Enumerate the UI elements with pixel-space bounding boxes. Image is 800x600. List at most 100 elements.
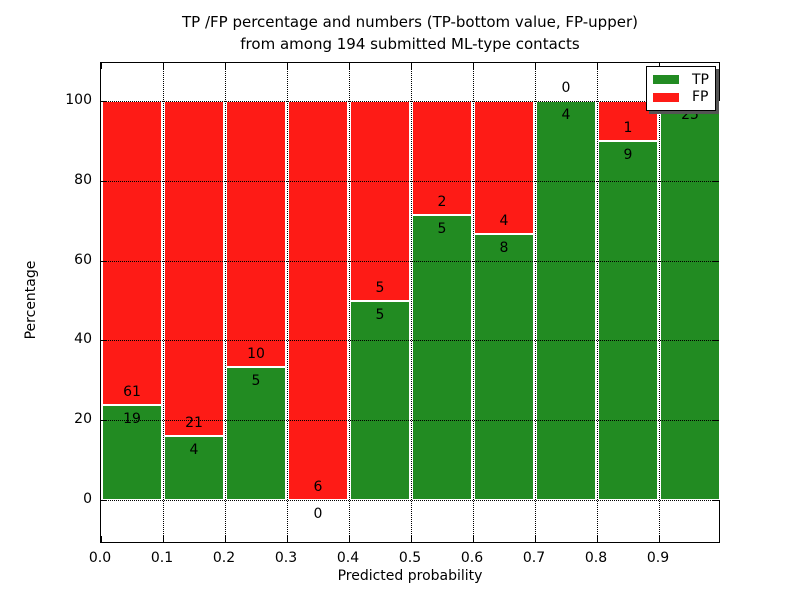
x-tick-label: 0.6 [460,550,484,566]
y-tick-mark [713,420,719,422]
x-tick-label: 0.0 [88,550,112,566]
bar-label-fp: 2 [437,194,447,210]
legend-label: FP [692,89,709,106]
x-tick-label: 0.3 [274,550,298,566]
y-gridline [101,180,719,182]
x-gridline [597,63,598,542]
x-tick-mark [473,63,474,69]
y-tick-label: 0 [83,491,92,507]
y-tick-label: 60 [74,251,92,268]
x-tick-mark [225,63,226,69]
x-gridline [535,63,536,542]
x-tick-label: 0.7 [522,550,546,566]
bar-label-tp: 8 [499,240,509,256]
x-tick-mark [163,536,164,542]
bar-segment-tp [226,367,286,500]
legend-swatch-tp [653,75,679,85]
x-tick-mark [411,536,412,542]
x-tick-mark [597,63,598,69]
bar-label-tp: 5 [251,373,261,389]
y-tick-mark [713,180,719,182]
bar-segment-fp [102,101,162,406]
bar-segment-tp [164,436,224,500]
y-tick-mark [101,340,107,342]
x-tick-mark [535,63,536,69]
x-tick-mark [473,536,474,542]
bar-label-fp: 21 [185,415,203,432]
bar-label-tp: 19 [123,411,141,428]
x-tick-label: 0.5 [398,550,422,566]
bar-label-fp: 0 [561,80,571,96]
y-tick-mark [101,500,107,501]
y-tick-label: 40 [74,331,92,348]
x-tick-mark [411,63,412,69]
y-tick-label: 100 [65,92,92,108]
x-gridline [163,63,164,542]
bar-label-tp: 0 [313,506,323,522]
bar-label-fp: 61 [123,384,141,401]
bar-segment-tp [660,101,720,500]
x-tick-mark [535,536,536,542]
chart-title-line1: TP /FP percentage and numbers (TP-bottom… [182,13,638,31]
bar-segment-fp [412,101,472,215]
y-tick-mark [101,260,107,262]
y-tick-mark [713,500,719,501]
y-gridline [101,500,719,501]
legend: TP FP [646,66,716,111]
bar-label-fp: 4 [499,213,509,229]
x-gridline [349,63,350,542]
x-tick-mark [349,536,350,542]
bar-segment-tp [536,101,596,500]
chart-title-line2: from among 194 submitted ML-type contact… [240,35,580,53]
x-gridline [411,63,412,542]
bar-label-fp: 1 [623,119,633,136]
bar-label-tp: 9 [623,146,633,163]
x-tick-mark [659,536,660,542]
legend-label: TP [692,71,709,88]
x-gridline [225,63,226,542]
x-tick-label: 0.2 [212,550,236,566]
x-tick-mark [101,536,102,542]
bar-label-tp: 4 [561,107,571,123]
x-gridline [473,63,474,542]
bar-segment-fp [226,101,286,367]
bar-segment-tp [598,140,658,500]
y-gridline [101,420,719,422]
y-tick-mark [101,180,107,182]
bar-label-tp: 5 [375,306,385,323]
x-tick-label: 0.9 [646,550,670,566]
legend-entry: TP [653,73,709,87]
bar-segment-fp [350,101,410,301]
x-axis-label: Predicted probability [337,568,483,584]
bar-segment-tp [474,234,534,500]
y-tick-mark [101,101,107,102]
bar-label-tp: 4 [189,442,199,459]
x-tick-label: 0.4 [336,550,360,566]
bar-label-fp: 5 [375,279,385,296]
y-tick-mark [101,420,107,422]
y-axis-label: Percentage [23,260,39,340]
bar-label-tp: 25 [681,107,699,123]
bar-segment-tp [350,300,410,500]
bar-label-fp: 6 [313,479,323,495]
y-tick-label: 20 [74,411,92,428]
y-gridline [101,340,719,342]
bar-label-fp: 10 [247,346,265,362]
x-tick-mark [349,63,350,69]
x-tick-mark [101,63,102,69]
bar-segment-fp [474,101,534,234]
bar-segment-fp [164,101,224,437]
bar-segment-fp [288,101,348,500]
legend-entry: FP [653,90,709,104]
x-tick-mark [287,63,288,69]
x-tick-mark [597,536,598,542]
x-tick-mark [163,63,164,69]
y-tick-label: 80 [74,171,92,188]
x-tick-mark [287,536,288,542]
y-tick-mark [713,340,719,342]
bar-label-tp: 5 [437,221,447,237]
y-gridline [101,260,719,262]
x-gridline [659,63,660,542]
x-tick-mark [225,536,226,542]
